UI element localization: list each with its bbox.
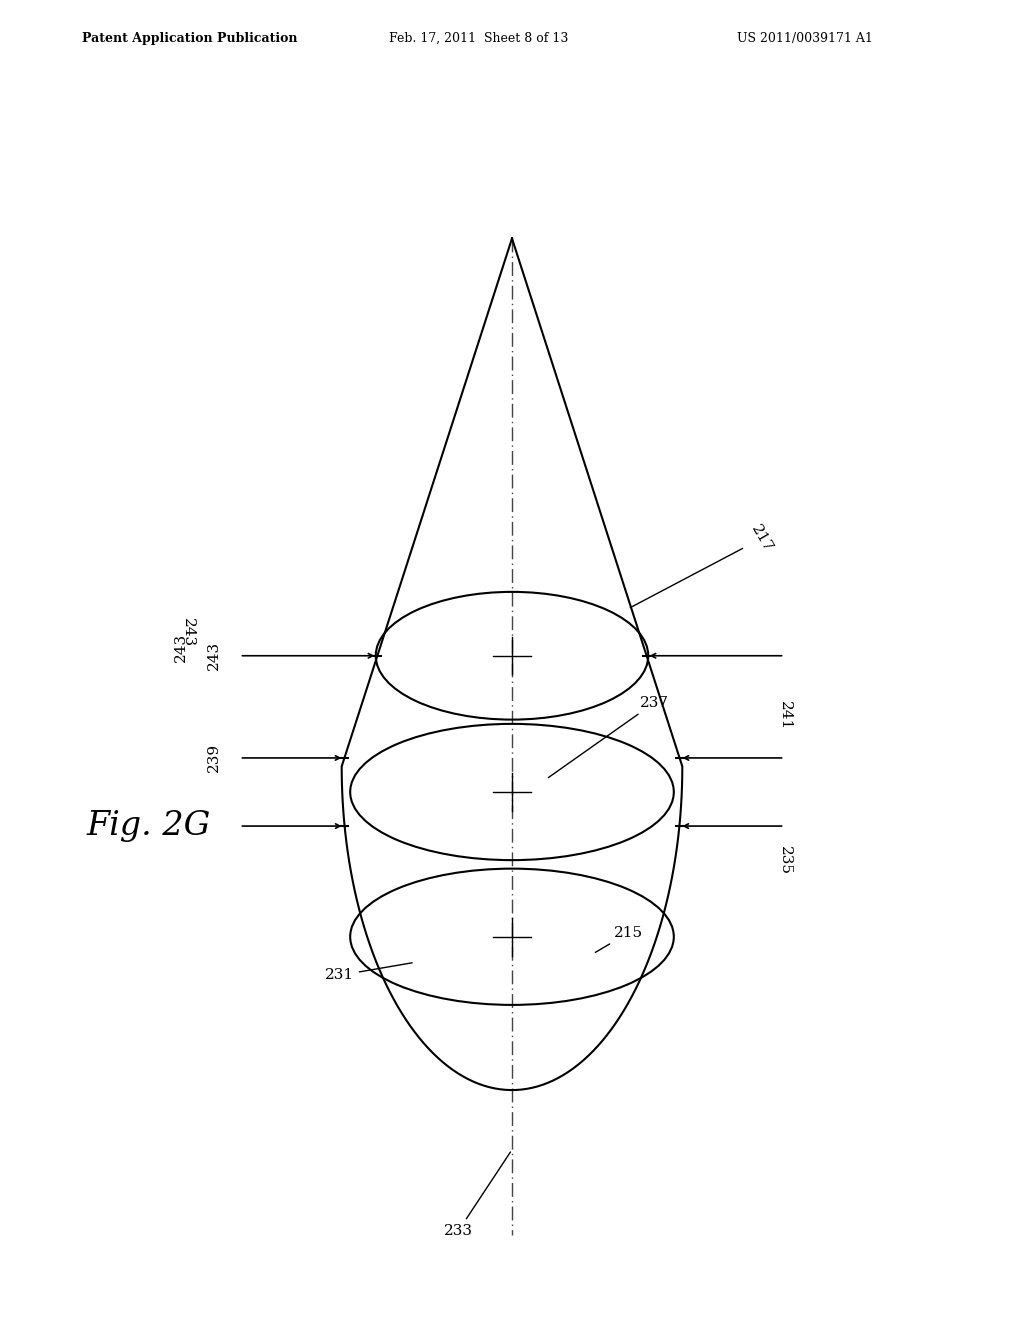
Text: 231: 231	[325, 962, 413, 982]
Text: 215: 215	[595, 925, 643, 953]
Text: 239: 239	[207, 743, 221, 772]
Text: 243: 243	[207, 642, 221, 671]
Text: Patent Application Publication: Patent Application Publication	[82, 32, 297, 45]
Text: Feb. 17, 2011  Sheet 8 of 13: Feb. 17, 2011 Sheet 8 of 13	[389, 32, 568, 45]
Text: 233: 233	[443, 1152, 511, 1238]
Text: 217: 217	[631, 523, 774, 607]
Text: 235: 235	[777, 846, 792, 875]
Text: 243: 243	[181, 618, 196, 647]
Text: 243: 243	[174, 632, 188, 661]
Text: 241: 241	[777, 701, 792, 730]
Text: 237: 237	[548, 696, 669, 777]
Text: US 2011/0039171 A1: US 2011/0039171 A1	[737, 32, 873, 45]
Text: Fig. 2G: Fig. 2G	[86, 809, 211, 842]
